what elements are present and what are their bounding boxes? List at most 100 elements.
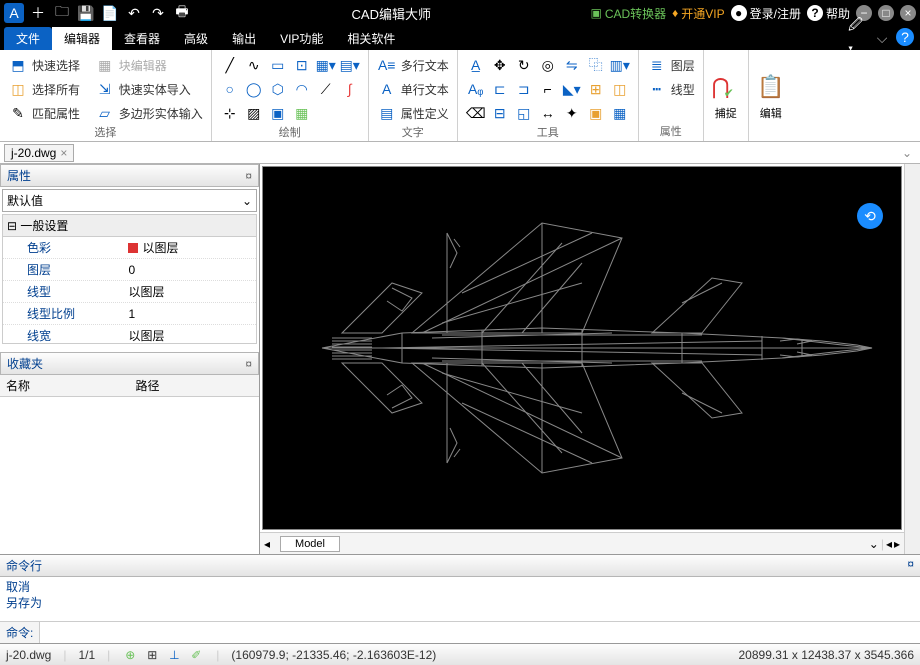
scroll-left-icon[interactable]: ◂ xyxy=(886,537,892,551)
scale-icon[interactable]: ◱ xyxy=(514,103,534,123)
cloud-icon[interactable]: ◠ xyxy=(292,79,312,99)
tab-editor[interactable]: 编辑器 xyxy=(52,27,112,50)
favorites-panel-header[interactable]: 收藏夹¤ xyxy=(0,352,259,375)
model-tab[interactable]: Model xyxy=(280,536,340,552)
image-icon[interactable]: ▦ xyxy=(292,103,312,123)
close-tab-icon[interactable]: × xyxy=(60,146,67,160)
model-dropdown-icon[interactable]: ⌄ xyxy=(869,537,879,551)
text-icon[interactable]: A xyxy=(377,79,397,99)
grid-icon[interactable]: ▦▾ xyxy=(316,55,336,75)
import-icon[interactable]: ⇲ xyxy=(95,79,115,99)
match-icon[interactable]: ✎ xyxy=(8,103,28,123)
tab-vip[interactable]: VIP功能 xyxy=(268,27,335,50)
undo-icon[interactable]: ↶ xyxy=(124,3,144,23)
help-link[interactable]: ?帮助 xyxy=(807,5,850,22)
polygon-icon[interactable]: ⬡ xyxy=(268,79,288,99)
tab-related[interactable]: 相关软件 xyxy=(335,27,407,50)
drawing-canvas[interactable]: ⟲ xyxy=(262,166,902,530)
attr-icon[interactable]: ▤ xyxy=(377,103,397,123)
vertical-scrollbar[interactable] xyxy=(904,164,920,554)
pin-icon[interactable]: ¤ xyxy=(245,357,252,371)
props-panel-header[interactable]: 属性¤ xyxy=(0,164,259,187)
pin-icon[interactable]: ¤ xyxy=(245,169,252,183)
maximize-icon[interactable]: □ xyxy=(878,5,894,21)
extend-icon[interactable]: ⊐ xyxy=(514,79,534,99)
spline-icon[interactable]: ∫ xyxy=(340,79,360,99)
save-icon[interactable]: 💾 xyxy=(76,3,96,23)
snap-button[interactable]: ⋂✔ 捕捉 xyxy=(704,50,748,141)
app-icon[interactable]: A xyxy=(4,3,24,23)
converter-link[interactable]: ▣CAD转换器 xyxy=(590,5,666,22)
point-icon[interactable]: ⊹ xyxy=(220,103,240,123)
fillet-icon[interactable]: ⌐ xyxy=(538,79,558,99)
linetype-icon[interactable]: ┅ xyxy=(647,79,667,99)
join-icon[interactable]: ◫ xyxy=(610,79,630,99)
block-editor-icon[interactable]: ▦ xyxy=(95,55,115,75)
dropper-icon[interactable]: 🖉▾ xyxy=(848,28,868,48)
prop-section[interactable]: ⊟ 一般设置 xyxy=(3,215,256,237)
vip-link[interactable]: ♦开通VIP xyxy=(672,5,724,22)
arc-icon[interactable]: ⟋ xyxy=(316,79,336,99)
collapse-icon[interactable]: ⌵ xyxy=(872,28,892,48)
poly-icon[interactable]: ▱ xyxy=(95,103,115,123)
rotate-icon[interactable]: ↻ xyxy=(514,55,534,75)
select-all-icon[interactable]: ◫ xyxy=(8,79,28,99)
open-icon[interactable]: 🗀 xyxy=(52,3,72,23)
help-icon[interactable]: ? xyxy=(896,28,914,46)
line-icon[interactable]: ╱ xyxy=(220,55,240,75)
hatch-icon[interactable]: ▨ xyxy=(244,103,264,123)
grid-toggle-icon[interactable]: ⊞ xyxy=(144,647,160,663)
login-link[interactable]: ●登录/注册 xyxy=(731,5,801,22)
property-row[interactable]: 线型比例1 xyxy=(3,303,256,325)
ungroup-icon[interactable]: ▦ xyxy=(610,103,630,123)
default-dropdown[interactable]: 默认值⌄ xyxy=(2,189,257,212)
trim-icon[interactable]: ⊏ xyxy=(490,79,510,99)
tab-dropdown-icon[interactable]: ⌄ xyxy=(902,146,920,160)
property-row[interactable]: 图层0 xyxy=(3,259,256,281)
new-icon[interactable]: ＋ xyxy=(28,3,48,23)
search-icon[interactable]: Aᵩ xyxy=(466,79,486,99)
block-icon[interactable]: ▣ xyxy=(268,103,288,123)
pdf-icon[interactable]: 📄 xyxy=(100,3,120,23)
edit-button[interactable]: 📋 编辑 xyxy=(748,50,793,141)
layers-icon[interactable]: ▤▾ xyxy=(340,55,360,75)
ellipse-icon[interactable]: ◯ xyxy=(244,79,264,99)
circle-icon[interactable]: ○ xyxy=(220,79,240,99)
tab-file[interactable]: 文件 xyxy=(4,27,52,50)
property-row[interactable]: 色彩以图层 xyxy=(3,237,256,259)
explode-icon[interactable]: ✦ xyxy=(562,103,582,123)
copy-icon[interactable]: ⿻ xyxy=(586,55,606,75)
print-icon[interactable]: 🖶 xyxy=(172,3,192,23)
mirror-icon[interactable]: ⇋ xyxy=(562,55,582,75)
file-tab[interactable]: j-20.dwg× xyxy=(4,144,74,162)
property-row[interactable]: 线型以图层 xyxy=(3,281,256,303)
globe-icon[interactable]: ⊕ xyxy=(122,647,138,663)
property-row[interactable]: 线宽以图层 xyxy=(3,325,256,344)
tab-advanced[interactable]: 高级 xyxy=(172,27,220,50)
stretch-icon[interactable]: ↔ xyxy=(538,103,558,123)
scroll-right-icon[interactable]: ▸ xyxy=(894,537,900,551)
redo-icon[interactable]: ↷ xyxy=(148,3,168,23)
close-icon[interactable]: × xyxy=(900,5,916,21)
tab-viewer[interactable]: 查看器 xyxy=(112,27,172,50)
array-icon[interactable]: ▥▾ xyxy=(610,55,630,75)
layer-icon[interactable]: ≣ xyxy=(647,55,667,75)
edit-text-icon[interactable]: A̲ xyxy=(466,55,486,75)
mtext-icon[interactable]: A≡ xyxy=(377,55,397,75)
chamfer-icon[interactable]: ◣▾ xyxy=(562,79,582,99)
polyline-icon[interactable]: ∿ xyxy=(244,55,264,75)
dimrect-icon[interactable]: ⊡ xyxy=(292,55,312,75)
quick-select-icon[interactable]: ⬒ xyxy=(8,55,28,75)
tab-output[interactable]: 输出 xyxy=(220,27,268,50)
erase-icon[interactable]: ⌫ xyxy=(466,103,486,123)
group-icon[interactable]: ▣ xyxy=(586,103,606,123)
offset-icon[interactable]: ◎ xyxy=(538,55,558,75)
break-icon[interactable]: ⊟ xyxy=(490,103,510,123)
rect-icon[interactable]: ▭ xyxy=(268,55,288,75)
align-icon[interactable]: ⊞ xyxy=(586,79,606,99)
ortho-icon[interactable]: ⊥ xyxy=(166,647,182,663)
move-icon[interactable]: ✥ xyxy=(490,55,510,75)
model-prev-icon[interactable]: ◂ xyxy=(260,537,274,551)
snap-toggle-icon[interactable]: ✐ xyxy=(188,647,204,663)
pin-icon[interactable]: ¤ xyxy=(907,557,914,574)
